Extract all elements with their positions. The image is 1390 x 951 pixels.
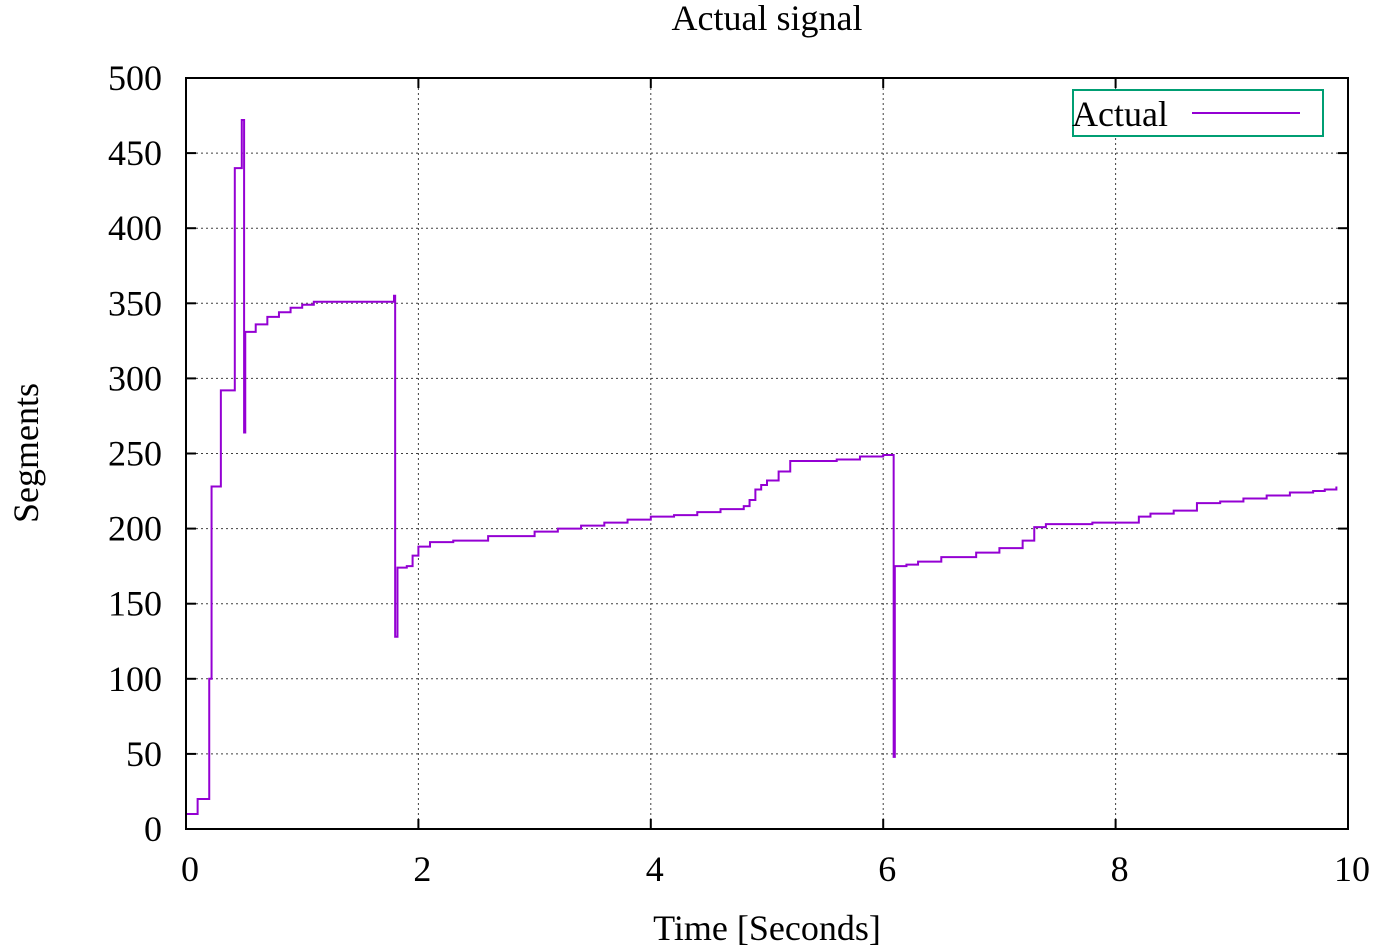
y-tick-label: 150 (108, 584, 162, 624)
y-tick-label: 300 (108, 358, 162, 398)
x-tick-label: 6 (878, 849, 896, 889)
x-tick-label: 8 (1111, 849, 1129, 889)
y-axis-label: Segments (6, 383, 46, 523)
legend: Actual (1072, 89, 1324, 137)
y-tick-label: 0 (144, 809, 162, 849)
x-tick-label: 0 (181, 849, 199, 889)
x-tick-label: 4 (646, 849, 664, 889)
series-line-actual (186, 119, 1338, 815)
y-tick-label: 500 (108, 58, 162, 98)
x-tick-label: 2 (413, 849, 431, 889)
x-axis-label: Time [Seconds] (653, 908, 881, 948)
legend-label-actual: Actual (1072, 94, 1168, 134)
y-tick-label: 100 (108, 659, 162, 699)
y-tick-label: 450 (108, 133, 162, 173)
chart-title: Actual signal (672, 0, 863, 38)
y-tick-label: 350 (108, 283, 162, 323)
y-tick-label: 400 (108, 208, 162, 248)
x-tick-label: 10 (1334, 849, 1370, 889)
y-tick-label: 50 (126, 734, 162, 774)
y-tick-label: 250 (108, 434, 162, 474)
ticks (185, 77, 1349, 830)
series-layer (186, 119, 1338, 815)
grid (186, 78, 1348, 829)
y-tick-label: 200 (108, 509, 162, 549)
